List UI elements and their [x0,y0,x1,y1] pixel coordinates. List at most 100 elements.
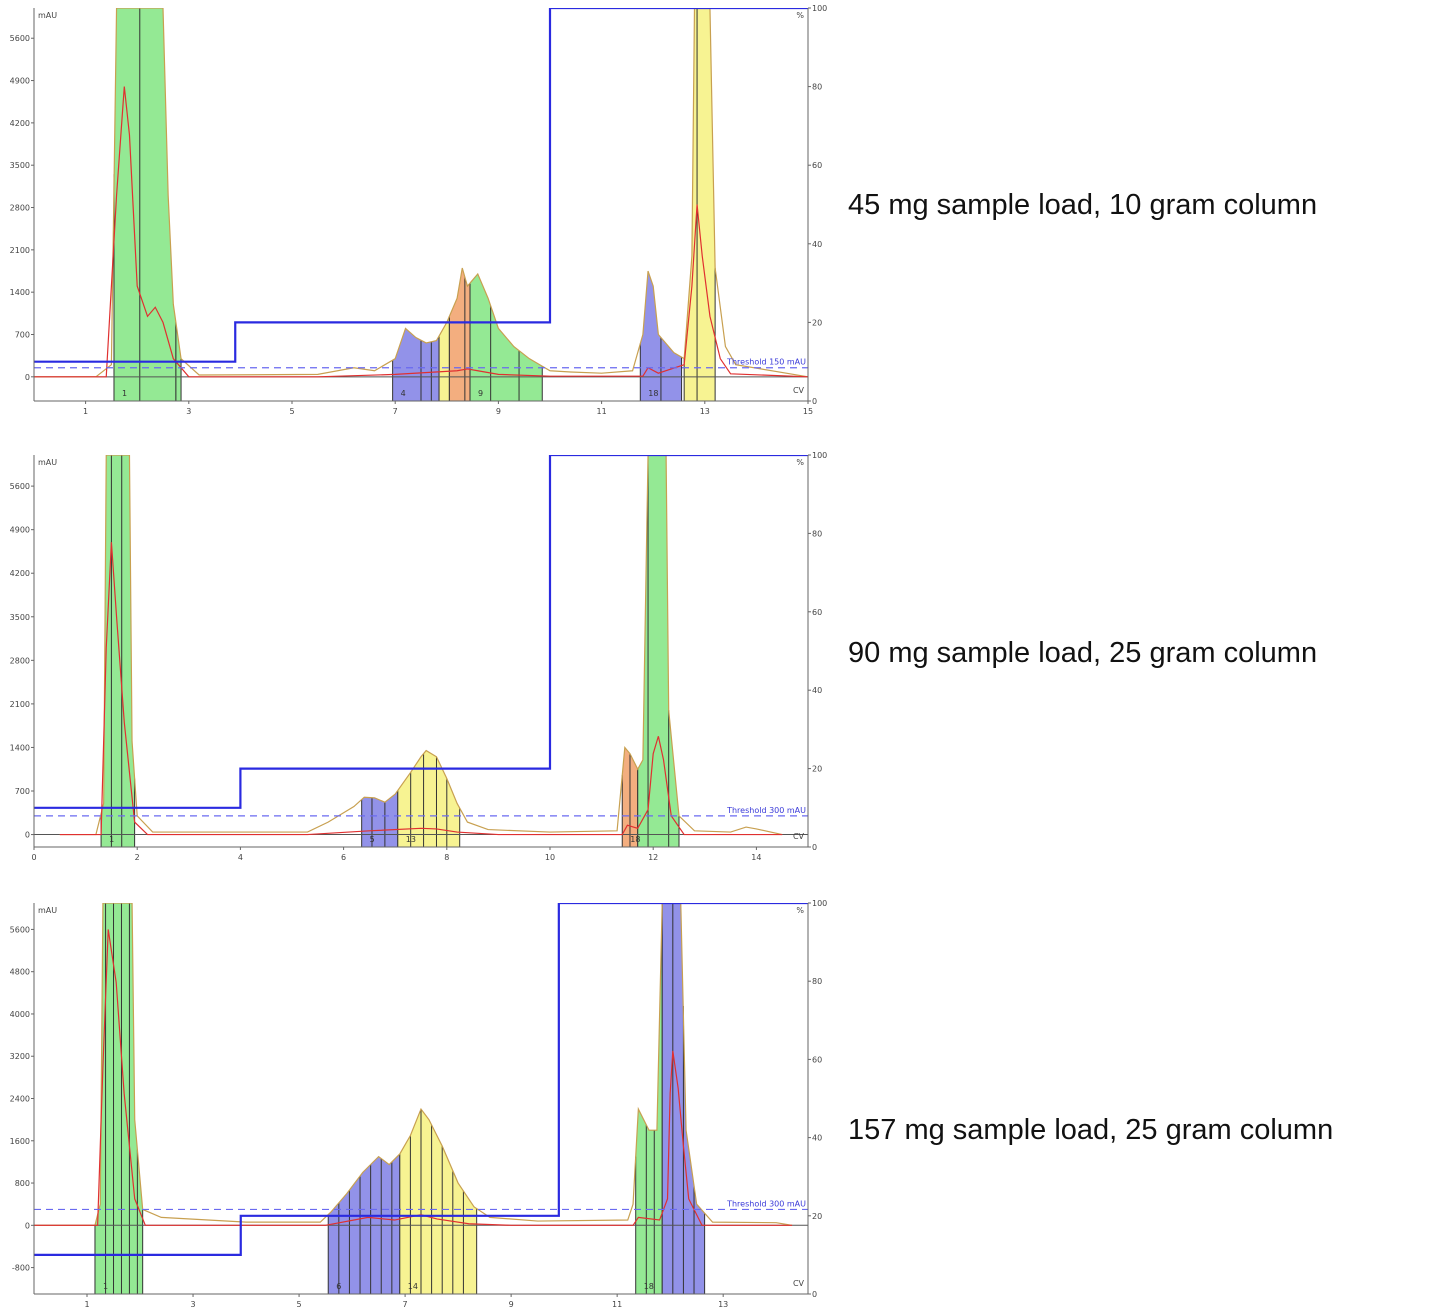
y-tick-label: 2100 [10,246,30,255]
fraction-label: 18 [648,389,658,398]
x-tick-label: 1 [84,1300,89,1309]
x-tick-label: 6 [341,853,346,862]
y2-tick-label: 20 [812,1212,822,1221]
x-tick-label: 1 [83,407,88,416]
x-tick-label: 10 [545,853,555,862]
y-tick-label: 3500 [10,613,30,622]
y2-tick-label: 80 [812,529,822,538]
y-tick-label: 5600 [10,34,30,43]
threshold-label: Threshold 150 mAU [726,358,806,367]
chromatogram-panel-1: 0 700 1400 2100 2800 3500 4200 4900 5600 0 20 40 60 8… [0,0,1442,442]
y2-tick-label: 100 [812,899,827,908]
fraction-region-1 [113,8,176,401]
x-tick-label: 15 [803,407,813,416]
y-axis-label: mAU [38,458,57,467]
fraction-region-3 [397,750,460,847]
y2-tick-label: 80 [812,83,822,92]
y-tick-label: 4900 [10,526,30,535]
x-tick-label: 4 [238,853,243,862]
y-tick-label: 5600 [10,925,30,934]
chromatogram-caption-1: 45 mg sample load, 10 gram column [848,189,1318,221]
chromatogram-panel-2: 0 700 1400 2100 2800 3500 4200 4900 5600 0 20 40 60 8… [0,447,1442,869]
fraction-label: 9 [478,389,483,398]
x-tick-label: 5 [297,1300,302,1309]
fraction-region-1 [101,455,135,847]
threshold-label: Threshold 300 mAU [726,1199,806,1208]
x-tick-label: 3 [190,1300,195,1309]
y2-tick-label: 0 [812,1290,817,1299]
y2-tick-label: 80 [812,977,822,986]
y2-axis-label: % [796,11,804,20]
fraction-region-8 [684,8,716,401]
y-tick-label: 1400 [10,743,30,752]
y2-tick-label: 60 [812,1055,822,1064]
fraction-region-2 [361,790,398,847]
y-tick-label: 700 [15,787,30,796]
y2-axis-label: % [796,458,804,467]
x-tick-label: 3 [186,407,191,416]
chromatogram-2: 0700140021002800350042004900560002040608… [10,451,828,862]
y-tick-label: 5600 [10,482,30,491]
absorbance-trace [34,903,793,1226]
x-tick-label: 12 [648,853,658,862]
y-tick-label: 4900 [10,77,30,86]
y-tick-label: 2400 [10,1095,30,1104]
threshold-label: Threshold 300 mAU [726,806,806,815]
x-tick-label: 7 [393,407,398,416]
fraction-region-5 [637,455,679,847]
x-tick-label: 0 [31,853,36,862]
fraction-label: 18 [630,835,640,844]
y-axis-label: mAU [38,11,57,20]
y-tick-label: 2800 [10,204,30,213]
y-tick-label: 700 [15,330,30,339]
y-tick-label: 4800 [10,968,30,977]
fraction-region-6 [470,274,543,401]
fraction-label: 14 [408,1282,418,1291]
chromatogram-caption-3: 157 mg sample load, 25 gram column [848,1114,1334,1146]
y-tick-label: 2100 [10,700,30,709]
fraction-region-4 [635,903,663,1294]
chromatogram-3: -800 0 800 1600 2400 3200 4000 4800 5600 0 20 40 60 8… [10,899,828,1309]
x-tick-label: 8 [444,853,449,862]
y-tick-label: 3500 [10,161,30,170]
fraction-label: 18 [644,1282,654,1291]
fraction-region-5 [449,267,471,401]
fraction-label: 1 [122,389,127,398]
y-tick-label: 2800 [10,656,30,665]
x-tick-label: 7 [403,1300,408,1309]
y-tick-label: 4000 [10,1010,30,1019]
fraction-label: 1 [103,1282,108,1291]
gradient-line [34,903,808,1256]
x-axis-label: CV [793,1279,805,1288]
y-tick-label: -800 [12,1264,30,1273]
x-tick-label: 11 [612,1300,622,1309]
y-tick-label: 4200 [10,119,30,128]
y-tick-label: 4200 [10,569,30,578]
y-tick-label: 1600 [10,1137,30,1146]
x-axis-label: CV [793,832,805,841]
x-tick-label: 2 [135,853,140,862]
x-tick-label: 9 [509,1300,514,1309]
gradient-line [34,8,808,363]
second-wavelength-trace [34,86,808,378]
y-tick-label: 1400 [10,288,30,297]
second-wavelength-trace [34,929,793,1226]
y-tick-label: 3200 [10,1052,30,1061]
y2-tick-label: 0 [812,397,817,406]
x-tick-label: 9 [496,407,501,416]
fraction-label: 1 [109,835,114,844]
plot-area [34,455,808,847]
fraction-label: 5 [370,835,375,844]
y2-tick-label: 0 [812,843,817,852]
y-tick-label: 0 [25,831,30,840]
y2-tick-label: 100 [812,451,827,460]
second-wavelength-trace [59,542,783,836]
gradient-line [34,455,808,809]
fraction-region-3 [392,328,440,401]
y-tick-label: 800 [15,1179,30,1188]
y2-tick-label: 100 [812,4,827,13]
plot-area [34,8,808,401]
x-axis-label: CV [793,386,805,395]
plot-area [34,903,808,1294]
fraction-label: 4 [401,389,406,398]
